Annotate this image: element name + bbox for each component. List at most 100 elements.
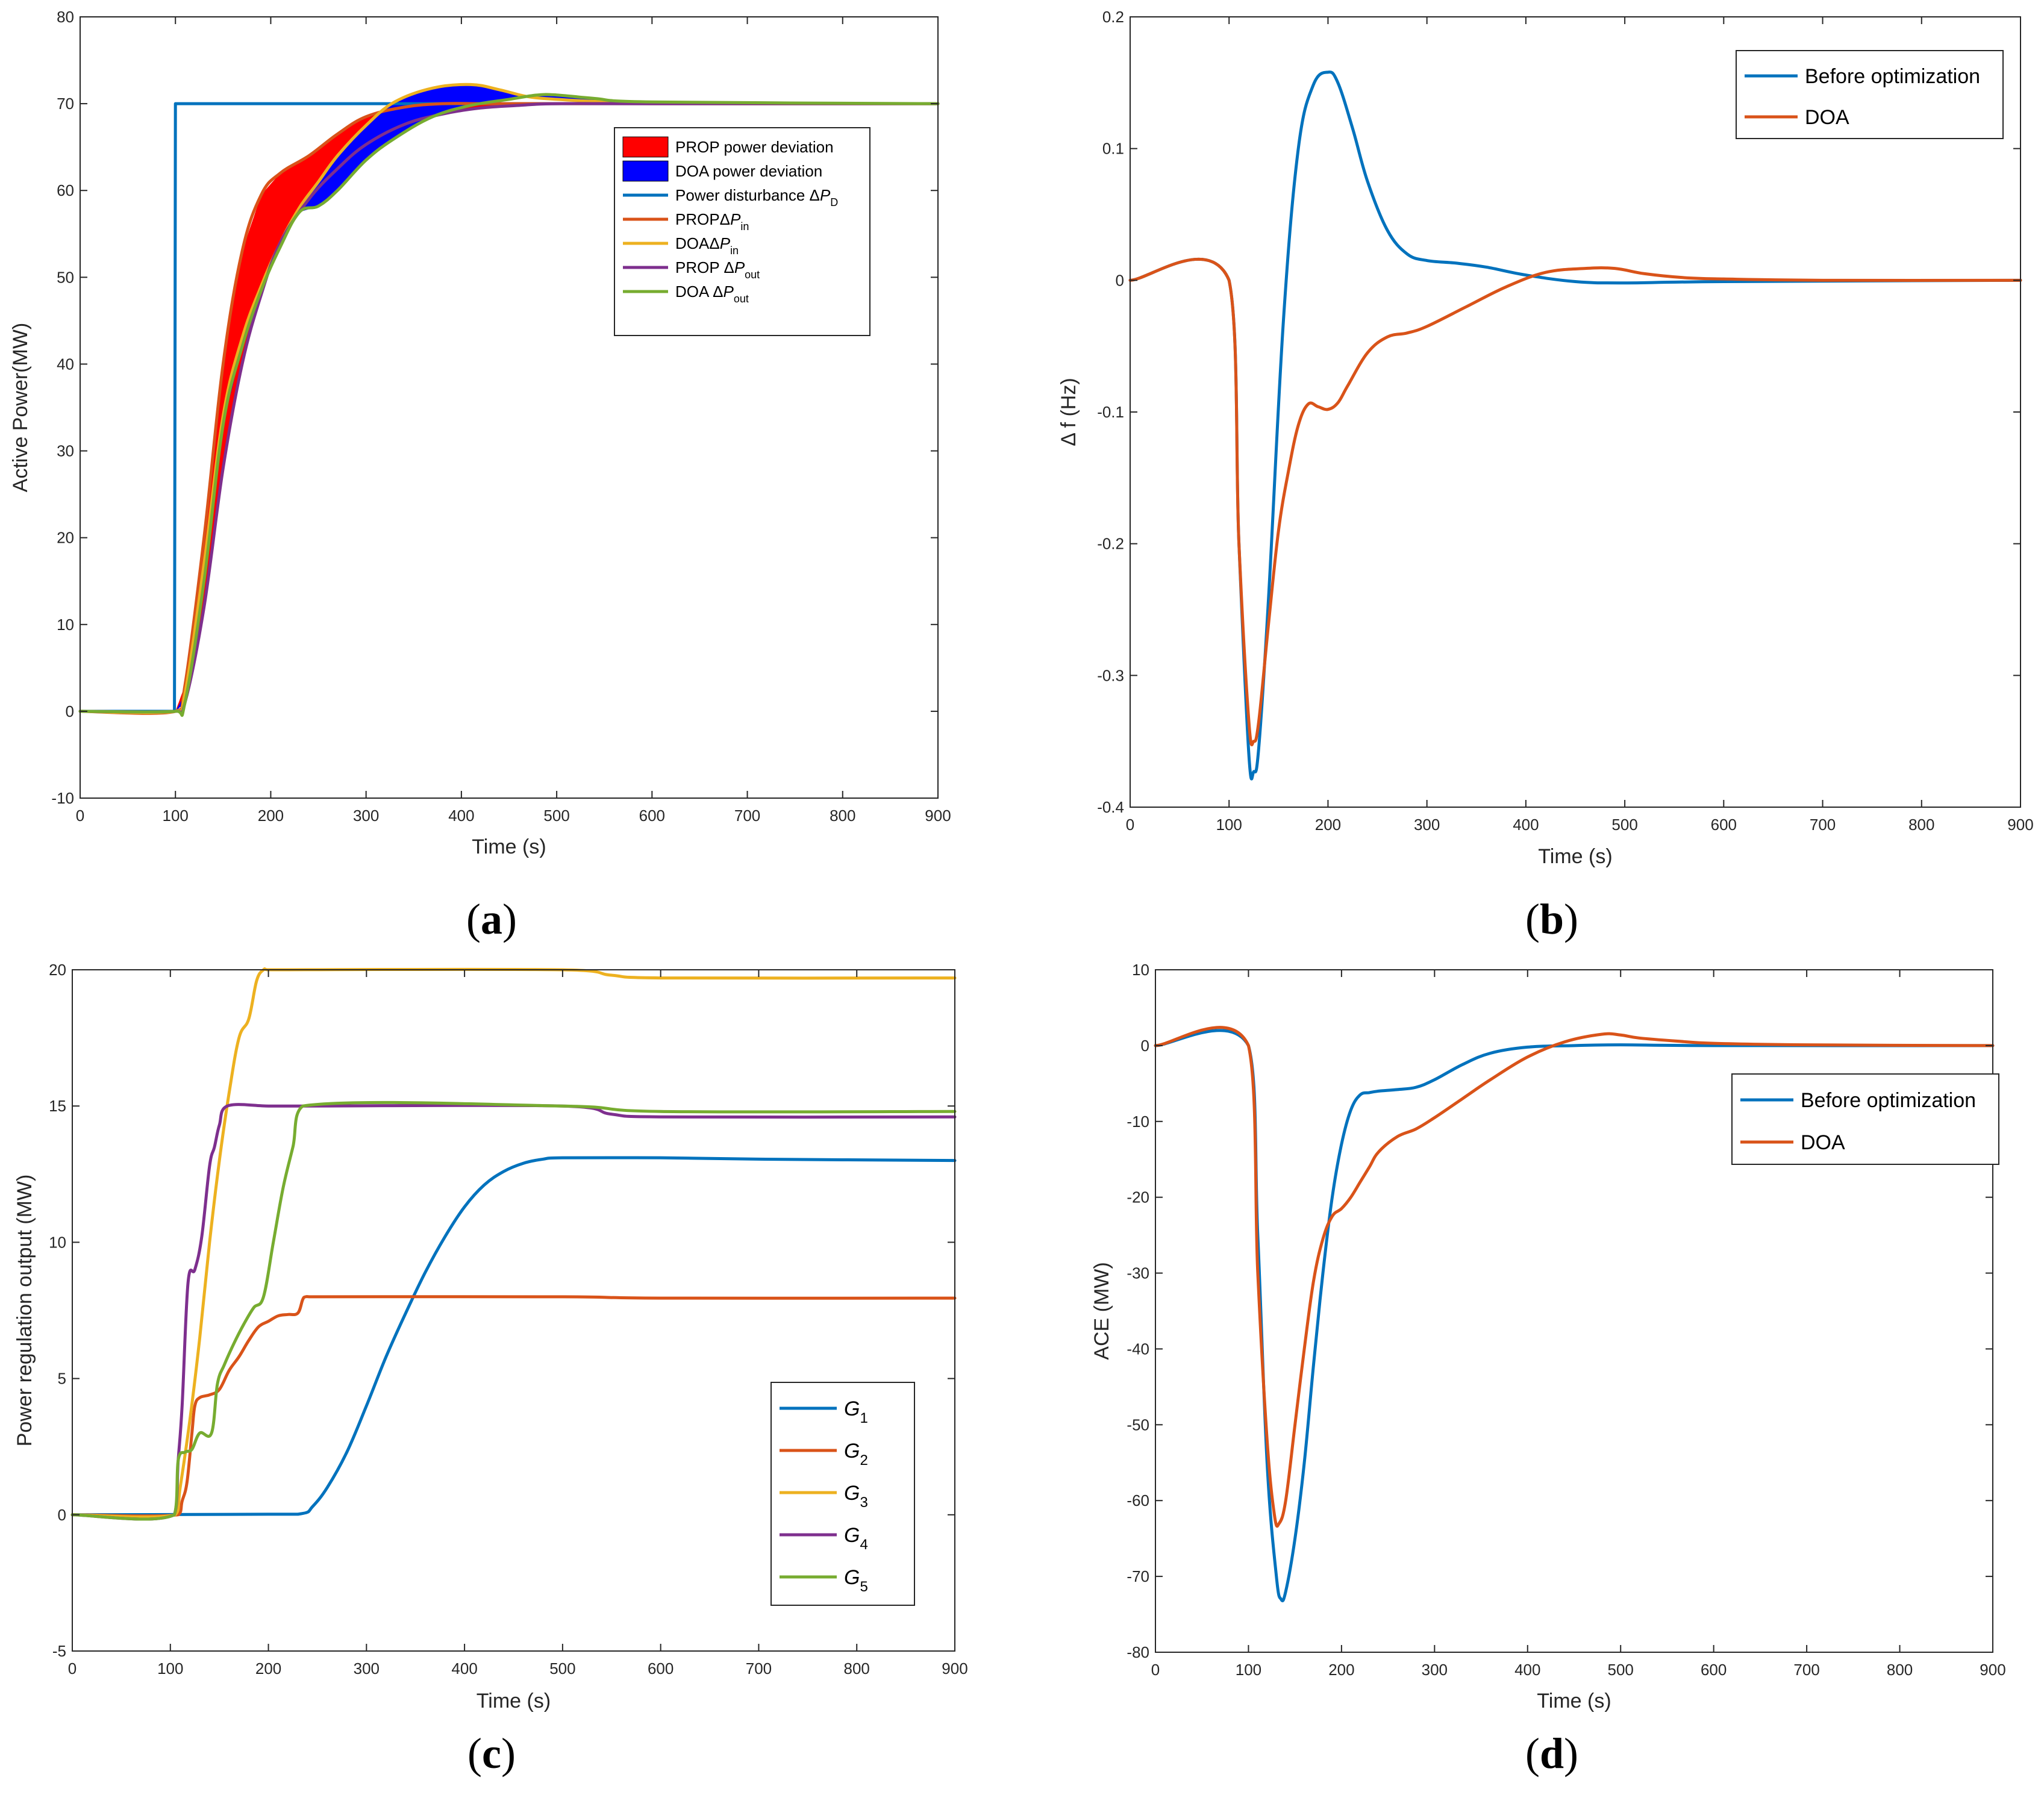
- x-tick-label: 0: [1151, 1661, 1160, 1679]
- legend-label: DOA ΔPout: [675, 282, 749, 305]
- x-tick-label: 200: [258, 807, 284, 825]
- y-tick-label: 20: [49, 961, 66, 979]
- axes-frame: [1155, 969, 1993, 1653]
- y-tick-label: -10: [51, 789, 74, 807]
- panel-label: (c): [467, 1729, 516, 1778]
- y-tick-label: 15: [49, 1097, 66, 1115]
- x-tick-label: 700: [746, 1659, 772, 1678]
- legend-label-symbol: P: [730, 210, 741, 228]
- chart-a: 0 100 200 300 400 500 600 700 800 900-10010203040…: [9, 8, 951, 943]
- panel-label: (d): [1525, 1729, 1578, 1778]
- y-tick-label: -0.2: [1097, 535, 1124, 553]
- series-line-4: [78, 93, 940, 717]
- panel-label-close: ): [501, 1729, 516, 1778]
- legend-label-main: Power disturbance Δ: [675, 186, 820, 204]
- y-tick-label: 0.2: [1102, 8, 1124, 26]
- series-line-2: [70, 967, 957, 1519]
- x-tick-label: 800: [1908, 816, 1934, 834]
- legend-label: DOA: [1805, 106, 1849, 129]
- legend: Before optimization DOA: [1731, 1073, 1999, 1165]
- legend-label: G1: [844, 1397, 868, 1426]
- y-tick-label: -50: [1127, 1416, 1149, 1434]
- y-tick-label: -0.3: [1097, 666, 1124, 684]
- panel-label-letter: d: [1540, 1729, 1564, 1778]
- panel-label-open: (: [466, 895, 481, 943]
- x-tick-label: 0: [76, 807, 84, 825]
- legend-label-symbol: P: [724, 282, 734, 301]
- y-tick-label: 0: [1141, 1037, 1149, 1055]
- y-axis-label: Δ f (Hz): [1057, 378, 1080, 446]
- y-tick-label: -80: [1127, 1643, 1149, 1661]
- x-tick-label: 100: [1216, 816, 1242, 834]
- y-tick-label: 50: [57, 268, 74, 286]
- axes-frame: [72, 969, 955, 1652]
- series-line-0: [70, 1156, 957, 1517]
- panel-label-open: (: [1525, 895, 1540, 943]
- x-tick-label: 500: [543, 807, 569, 825]
- legend-label: DOA: [1801, 1131, 1845, 1154]
- series-line-2: [78, 83, 940, 714]
- x-tick-label: 400: [1514, 1661, 1540, 1679]
- panel-label-close: ): [502, 895, 517, 943]
- legend-label-subscript: 2: [860, 1452, 867, 1469]
- legend-label-main: DOAΔ: [675, 234, 720, 252]
- legend-swatch: [622, 160, 669, 182]
- x-tick-label: 300: [354, 1659, 380, 1678]
- y-tick-label: -5: [52, 1642, 66, 1660]
- y-tick-label: 10: [57, 616, 74, 634]
- x-tick-label: 900: [1980, 1661, 2005, 1679]
- panel-label-letter: a: [481, 895, 502, 943]
- x-tick-label: 500: [1608, 1661, 1634, 1679]
- y-tick-label: -30: [1127, 1264, 1149, 1282]
- series-line-0: [1128, 70, 2022, 781]
- x-tick-label: 600: [1701, 1661, 1727, 1679]
- x-tick-label: 200: [1328, 1661, 1354, 1679]
- series-line-1: [70, 1295, 957, 1518]
- legend-label: G3: [844, 1482, 868, 1511]
- legend-label-main: G: [844, 1397, 860, 1420]
- x-tick-label: 100: [157, 1659, 183, 1678]
- legend-label-symbol: P: [734, 258, 745, 276]
- y-tick-label: 5: [58, 1370, 66, 1388]
- plot-area: [1155, 970, 1993, 1652]
- legend: Before optimization DOA: [1736, 50, 2004, 139]
- legend-label: PROP power deviation: [675, 138, 834, 156]
- x-tick-label: 800: [1887, 1661, 1913, 1679]
- legend-label: Power disturbance ΔPD: [675, 186, 838, 208]
- x-tick-label: 800: [830, 807, 855, 825]
- legend-label: G2: [844, 1440, 868, 1469]
- legend-label-subscript: in: [740, 220, 749, 233]
- x-tick-label: 600: [1711, 816, 1737, 834]
- series-line-3: [70, 1103, 957, 1521]
- legend-label-subscript: 3: [860, 1494, 867, 1511]
- x-tick-label: 800: [844, 1659, 870, 1678]
- y-axis-label: ACE (MW): [1090, 1262, 1113, 1359]
- series-line-3: [78, 102, 940, 715]
- legend-label-main: G: [844, 1482, 860, 1505]
- y-tick-label: -60: [1127, 1491, 1149, 1509]
- panel-label-letter: c: [482, 1729, 501, 1778]
- series-line-4: [70, 1100, 957, 1521]
- x-tick-label: 900: [925, 807, 951, 825]
- y-tick-label: -0.1: [1097, 403, 1124, 421]
- y-tick-label: 10: [49, 1233, 66, 1251]
- legend-label-main: DOA Δ: [675, 282, 724, 301]
- y-tick-label: 10: [1132, 961, 1149, 979]
- y-tick-label: -0.4: [1097, 798, 1124, 816]
- legend-label-subscript: out: [745, 269, 760, 281]
- x-axis-label: Time (s): [1537, 1690, 1611, 1712]
- chart-d: 0 100 200 300 400 500 600 700 800 900-80-70-60-50…: [1090, 961, 2006, 1778]
- x-tick-label: 500: [549, 1659, 575, 1678]
- y-tick-label: 80: [57, 8, 74, 26]
- x-axis-label: Time (s): [1538, 845, 1612, 868]
- y-tick-label: 0: [1116, 271, 1124, 289]
- legend-label-subscript: in: [730, 245, 739, 257]
- legend-label: G4: [844, 1524, 868, 1553]
- x-tick-label: 300: [1422, 1661, 1448, 1679]
- y-tick-label: 0.1: [1102, 140, 1124, 158]
- panel-label-open: (: [1525, 1729, 1540, 1778]
- panel-label-letter: b: [1540, 895, 1564, 943]
- y-tick-label: -10: [1127, 1113, 1149, 1131]
- legend-label-subscript: 4: [860, 1537, 867, 1553]
- chart-c: 0 100 200 300 400 500 600 700 800 900-505101520Ti…: [13, 961, 968, 1778]
